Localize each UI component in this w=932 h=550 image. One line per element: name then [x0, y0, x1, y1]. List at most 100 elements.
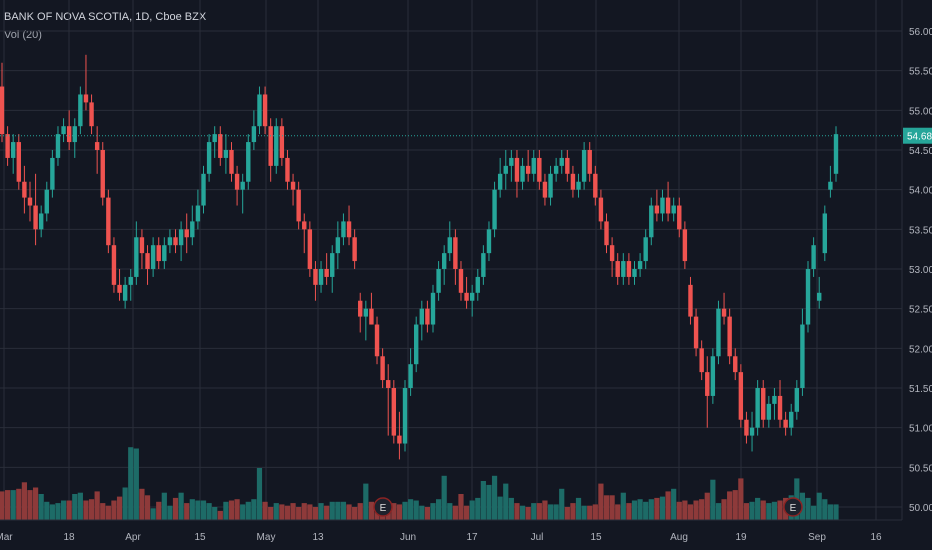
candle-body [576, 181, 581, 190]
volume-bar [144, 495, 151, 520]
x-tick-label: 13 [312, 532, 324, 543]
candle-body [346, 221, 352, 238]
volume-bar [346, 504, 352, 520]
candle-body [195, 205, 201, 222]
x-tick-label: Mar [0, 532, 13, 543]
volume-bar [419, 505, 425, 520]
candle-body [537, 157, 542, 182]
candle-body [234, 173, 240, 190]
volume-bar [727, 491, 733, 520]
volume-bar [721, 499, 727, 520]
volume-indicator-label: Vol (20) [4, 29, 42, 41]
volume-bar [72, 494, 78, 520]
candle-body [682, 229, 688, 262]
candle-body [274, 126, 279, 166]
candle-body [218, 134, 223, 158]
volume-bar [766, 503, 772, 520]
volume-bar [531, 503, 537, 520]
volume-bar [116, 496, 123, 520]
volume-bar [704, 492, 710, 520]
candle-body [772, 395, 777, 404]
x-tick-label: Apr [125, 532, 141, 543]
x-tick-label: Jun [400, 532, 416, 543]
x-tick-label: Jul [531, 532, 544, 543]
candle-body [800, 324, 805, 388]
candle-body [727, 316, 732, 357]
candle-body [744, 419, 749, 436]
volume-bar [94, 491, 100, 520]
candle-body [72, 126, 77, 143]
candle-body [78, 94, 83, 127]
candle-body [705, 372, 710, 396]
candle-body [61, 126, 66, 135]
volume-bar [66, 500, 72, 520]
volume-bar [693, 500, 699, 520]
volume-bar [682, 500, 688, 520]
volume-bar [217, 510, 223, 520]
volume-bar [167, 505, 173, 520]
candle-body [593, 173, 598, 198]
volume-bar [659, 496, 666, 520]
earnings-label: E [380, 503, 387, 514]
candle-body [16, 142, 21, 182]
candle-body [632, 269, 637, 277]
candle-body [828, 181, 833, 190]
volume-bar [480, 481, 486, 520]
candle-body [699, 348, 704, 373]
earnings-circle [783, 497, 803, 517]
volume-bar [49, 504, 55, 520]
candle-body [290, 181, 296, 190]
candle-body [386, 380, 391, 388]
chart-header-title: BANK OF NOVA SCOTIA, 1D, Cboe BZX [4, 11, 207, 23]
y-tick-label: 52.00 [909, 344, 932, 355]
candle-body [307, 229, 313, 269]
candle-body [178, 229, 184, 246]
candle-body [817, 292, 822, 301]
volume-bar [262, 501, 268, 520]
candle-body [497, 173, 503, 190]
volume-bar [760, 500, 766, 520]
volume-bar [475, 497, 481, 520]
candle-body [150, 245, 156, 269]
candle-body [50, 157, 55, 190]
candle-body [83, 94, 89, 103]
candle-body [710, 356, 716, 396]
candle-body [430, 292, 436, 325]
y-tick-label: 52.50 [909, 305, 932, 316]
candle-body [374, 324, 380, 357]
volume-bar [184, 503, 190, 520]
volume-bar [312, 507, 319, 520]
candle-body [190, 221, 195, 238]
candle-body [665, 197, 671, 214]
volume-bar [195, 500, 201, 520]
chart-grid [0, 0, 902, 520]
candle-body [10, 142, 16, 158]
price-axis[interactable]: 56.00 55.50 55.00 54.50 54.00 53.50 53.00 52.50… [901, 0, 932, 520]
candle-body [145, 253, 150, 269]
volume-bar [827, 504, 834, 520]
time-axis[interactable]: Mar 18 Apr 15 May 13 Jun 17 Jul 15 Aug 19 Sep 16 [0, 519, 902, 543]
candle-body [206, 142, 212, 174]
candle-body [111, 245, 117, 285]
candle-body [581, 150, 587, 182]
candle-body [693, 316, 699, 349]
volume-bar [626, 503, 632, 520]
volume-bar [542, 500, 548, 520]
volume-bar [279, 504, 285, 520]
candle-body [262, 94, 268, 127]
volume-bar [452, 505, 458, 520]
candle-body [279, 126, 285, 158]
volume-bar [245, 501, 251, 520]
earnings-marker[interactable]: E [783, 497, 803, 517]
symbol-name: BANK OF NOVA SCOTIA [4, 11, 130, 23]
candle-body [285, 157, 290, 182]
candle-body [509, 157, 514, 166]
candle-body [749, 427, 755, 436]
candle-body [525, 165, 531, 174]
candle-body [94, 142, 100, 150]
candle-body [503, 165, 508, 174]
earnings-marker[interactable]: E [373, 497, 393, 517]
candle-body [391, 388, 397, 436]
